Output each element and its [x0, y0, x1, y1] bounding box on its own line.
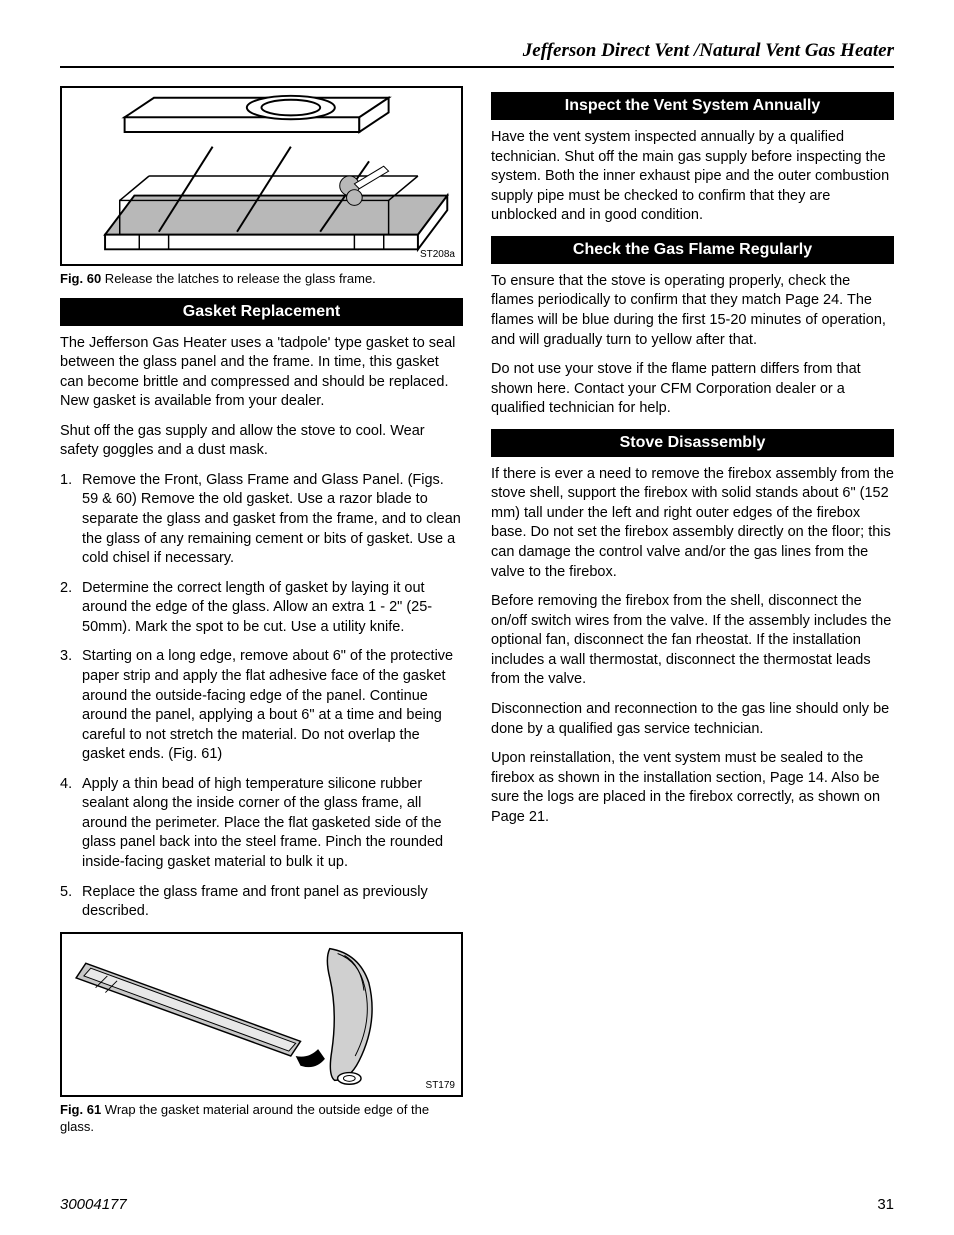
gasket-step-2: Determine the correct length of gasket b… — [60, 579, 463, 638]
disassembly-p2: Before removing the firebox from the she… — [491, 592, 894, 690]
figure-61: ST179 — [60, 932, 463, 1097]
disassembly-p3: Disconnection and reconnection to the ga… — [491, 700, 894, 739]
section-disassembly: Stove Disassembly — [491, 429, 894, 457]
gasket-wrap-illustration — [62, 934, 461, 1095]
page-header-title: Jefferson Direct Vent /Natural Vent Gas … — [60, 40, 894, 68]
figure-60-caption: Fig. 60 Release the latches to release t… — [60, 270, 463, 288]
figure-60-tag: ST208a — [420, 249, 455, 260]
disassembly-p4: Upon reinstallation, the vent system mus… — [491, 749, 894, 827]
section-inspect-vent: Inspect the Vent System Annually — [491, 92, 894, 120]
footer-pagenum: 31 — [877, 1196, 894, 1213]
figure-61-caption-bold: Fig. 61 — [60, 1102, 101, 1117]
figure-61-tag: ST179 — [426, 1080, 455, 1091]
figure-61-caption: Fig. 61 Wrap the gasket material around … — [60, 1101, 463, 1136]
figure-60-caption-text: Release the latches to release the glass… — [101, 271, 376, 286]
gasket-steps: Remove the Front, Glass Frame and Glass … — [60, 471, 463, 922]
page-footer: 30004177 31 — [60, 1196, 894, 1213]
inspect-p1: Have the vent system inspected annually … — [491, 128, 894, 226]
figure-60: ST208a — [60, 86, 463, 266]
disassembly-p1: If there is ever a need to remove the fi… — [491, 465, 894, 582]
flame-p1: To ensure that the stove is operating pr… — [491, 272, 894, 350]
gasket-step-4: Apply a thin bead of high temperature si… — [60, 775, 463, 873]
figure-61-caption-text: Wrap the gasket material around the outs… — [60, 1102, 429, 1135]
gasket-step-3: Starting on a long edge, remove about 6"… — [60, 647, 463, 764]
right-column: Inspect the Vent System Annually Have th… — [491, 86, 894, 1146]
footer-docnum: 30004177 — [60, 1196, 127, 1213]
gasket-p2: Shut off the gas supply and allow the st… — [60, 422, 463, 461]
gasket-step-1: Remove the Front, Glass Frame and Glass … — [60, 471, 463, 569]
section-check-flame: Check the Gas Flame Regularly — [491, 236, 894, 264]
figure-60-caption-bold: Fig. 60 — [60, 271, 101, 286]
flame-p2: Do not use your stove if the flame patte… — [491, 360, 894, 419]
stove-top-illustration — [62, 88, 461, 264]
gasket-step-5: Replace the glass frame and front panel … — [60, 883, 463, 922]
gasket-p1: The Jefferson Gas Heater uses a 'tadpole… — [60, 334, 463, 412]
left-column: ST208a Fig. 60 Release the latches to re… — [60, 86, 463, 1146]
two-column-layout: ST208a Fig. 60 Release the latches to re… — [60, 86, 894, 1146]
section-gasket-replacement: Gasket Replacement — [60, 298, 463, 326]
